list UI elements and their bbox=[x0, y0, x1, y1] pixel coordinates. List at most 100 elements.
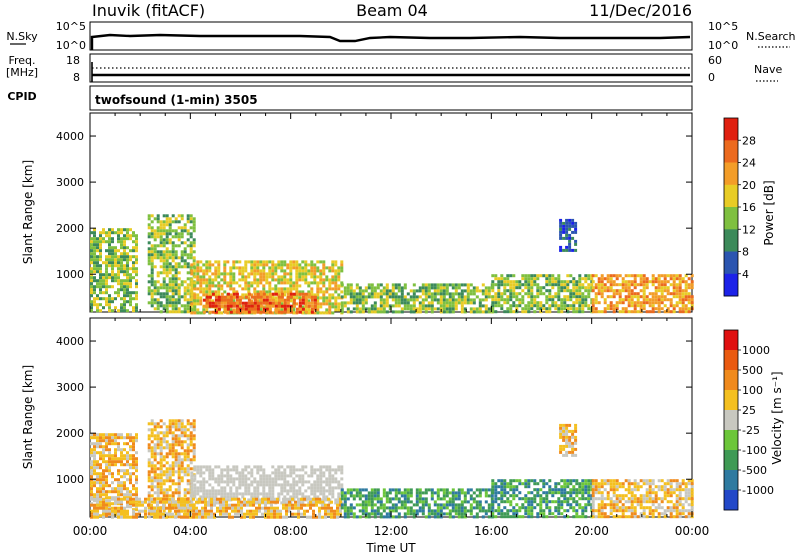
power-cell-3 bbox=[304, 298, 308, 302]
power-cell-7 bbox=[606, 280, 610, 284]
velocity-cell-4 bbox=[445, 491, 449, 495]
velocity-cell-2 bbox=[286, 465, 290, 469]
velocity-cell-5 bbox=[560, 485, 564, 489]
velocity-cell-0 bbox=[114, 442, 117, 446]
power-cell-6 bbox=[565, 236, 569, 240]
power-cell-2 bbox=[211, 278, 215, 282]
power-cell-1 bbox=[162, 250, 166, 254]
power-cell-2 bbox=[235, 260, 239, 264]
velocity-cell-4 bbox=[463, 512, 467, 516]
velocity-cell-5 bbox=[581, 509, 585, 513]
velocity-cell-1 bbox=[159, 470, 163, 474]
velocity-cell-1 bbox=[177, 491, 181, 495]
velocity-cell-2 bbox=[256, 480, 260, 484]
velocity-cell-2 bbox=[196, 465, 200, 469]
power-cell-0 bbox=[114, 306, 117, 310]
power-cell-7 bbox=[660, 283, 664, 287]
power-cell-2 bbox=[319, 260, 323, 264]
power-cell-0 bbox=[96, 255, 99, 259]
power-cell-5 bbox=[584, 274, 588, 278]
velocity-cell-4 bbox=[430, 488, 434, 492]
velocity-cell-1 bbox=[147, 512, 151, 516]
velocity-cell-3 bbox=[195, 512, 198, 516]
power-cell-3 bbox=[310, 304, 314, 308]
velocity-cell-5 bbox=[587, 500, 591, 504]
power-cell-2 bbox=[244, 284, 248, 288]
velocity-cell-5 bbox=[584, 497, 588, 501]
velocity-cell-0 bbox=[102, 484, 105, 488]
velocity-cell-2 bbox=[223, 468, 227, 472]
power-cell-3 bbox=[286, 310, 290, 314]
velocity-cell-0 bbox=[96, 439, 99, 443]
power-cell-5 bbox=[563, 289, 567, 293]
power-cell-4 bbox=[436, 298, 440, 302]
power-cell-2 bbox=[193, 266, 197, 270]
power-cell-7 bbox=[663, 310, 667, 314]
power-cell-4 bbox=[448, 283, 452, 287]
velocity-cell-3 bbox=[291, 497, 294, 501]
power-cell-5 bbox=[521, 310, 525, 314]
velocity-cell-4 bbox=[442, 503, 446, 507]
power-cell-0 bbox=[126, 267, 129, 271]
power-cell-7 bbox=[672, 307, 676, 311]
velocity-cell-6 bbox=[562, 432, 566, 436]
velocity-cell-2 bbox=[253, 465, 257, 469]
velocity-cell-1 bbox=[147, 458, 151, 462]
velocity-cell-4 bbox=[391, 509, 395, 513]
nave-label: Nave bbox=[754, 63, 782, 76]
power-cell-5 bbox=[521, 274, 525, 278]
power-cell-3 bbox=[313, 298, 317, 302]
power-cell-4 bbox=[427, 286, 431, 290]
power-cell-7 bbox=[630, 310, 634, 314]
velocity-cell-1 bbox=[153, 470, 157, 474]
velocity-cell-4 bbox=[382, 509, 386, 513]
velocity-cell-5 bbox=[506, 491, 510, 495]
velocity-cell-3 bbox=[237, 506, 240, 510]
velocity-cell-1 bbox=[171, 464, 175, 468]
velocity-cell-3 bbox=[207, 515, 210, 519]
velocity-cell-5 bbox=[527, 500, 531, 504]
power-cell-2 bbox=[190, 284, 194, 288]
power-cell-4 bbox=[409, 304, 413, 308]
power-cell-3 bbox=[208, 295, 212, 299]
power-cell-5 bbox=[500, 283, 504, 287]
power-cell-2 bbox=[223, 278, 227, 282]
velocity-cell-6 bbox=[571, 432, 575, 436]
power-cell-3 bbox=[310, 295, 314, 299]
power-cell-2 bbox=[322, 272, 326, 276]
velocity-cell-3 bbox=[264, 506, 267, 510]
power-cell-5 bbox=[587, 289, 591, 293]
power-cell-5 bbox=[575, 283, 579, 287]
velocity-cell-2 bbox=[196, 492, 200, 496]
power-cell-3 bbox=[268, 310, 272, 314]
power-cell-2 bbox=[322, 260, 326, 264]
velocity-cell-3 bbox=[150, 503, 153, 507]
velocity-cell-4 bbox=[442, 491, 446, 495]
power-cell-2 bbox=[334, 269, 338, 273]
velocity-cell-0 bbox=[135, 490, 138, 494]
power-cell-2 bbox=[325, 311, 329, 315]
velocity-cell-1 bbox=[186, 464, 190, 468]
power-cell-1 bbox=[147, 250, 151, 254]
velocity-cell-5 bbox=[527, 482, 531, 486]
power-cell-5 bbox=[527, 289, 531, 293]
power-ytick-label-4000: 4000 bbox=[56, 130, 84, 143]
velocity-cell-0 bbox=[114, 451, 117, 455]
power-cell-5 bbox=[521, 301, 525, 305]
velocity-cell-3 bbox=[324, 497, 327, 501]
power-cell-5 bbox=[530, 292, 534, 296]
velocity-cell-2 bbox=[202, 483, 206, 487]
power-cell-0 bbox=[111, 252, 114, 256]
velocity-cell-4 bbox=[397, 497, 401, 501]
velocity-cell-4 bbox=[451, 500, 455, 504]
power-cell-4 bbox=[394, 286, 398, 290]
velocity-cell-0 bbox=[108, 463, 111, 467]
velocity-cell-0 bbox=[105, 481, 108, 485]
velocity-cell-0 bbox=[108, 448, 111, 452]
velocity-cell-5 bbox=[500, 479, 504, 483]
power-cell-1 bbox=[150, 292, 154, 296]
power-cell-3 bbox=[247, 304, 251, 308]
velocity-cell-2 bbox=[229, 489, 233, 493]
velocity-cell-0 bbox=[123, 442, 126, 446]
velocity-cell-4 bbox=[373, 494, 377, 498]
